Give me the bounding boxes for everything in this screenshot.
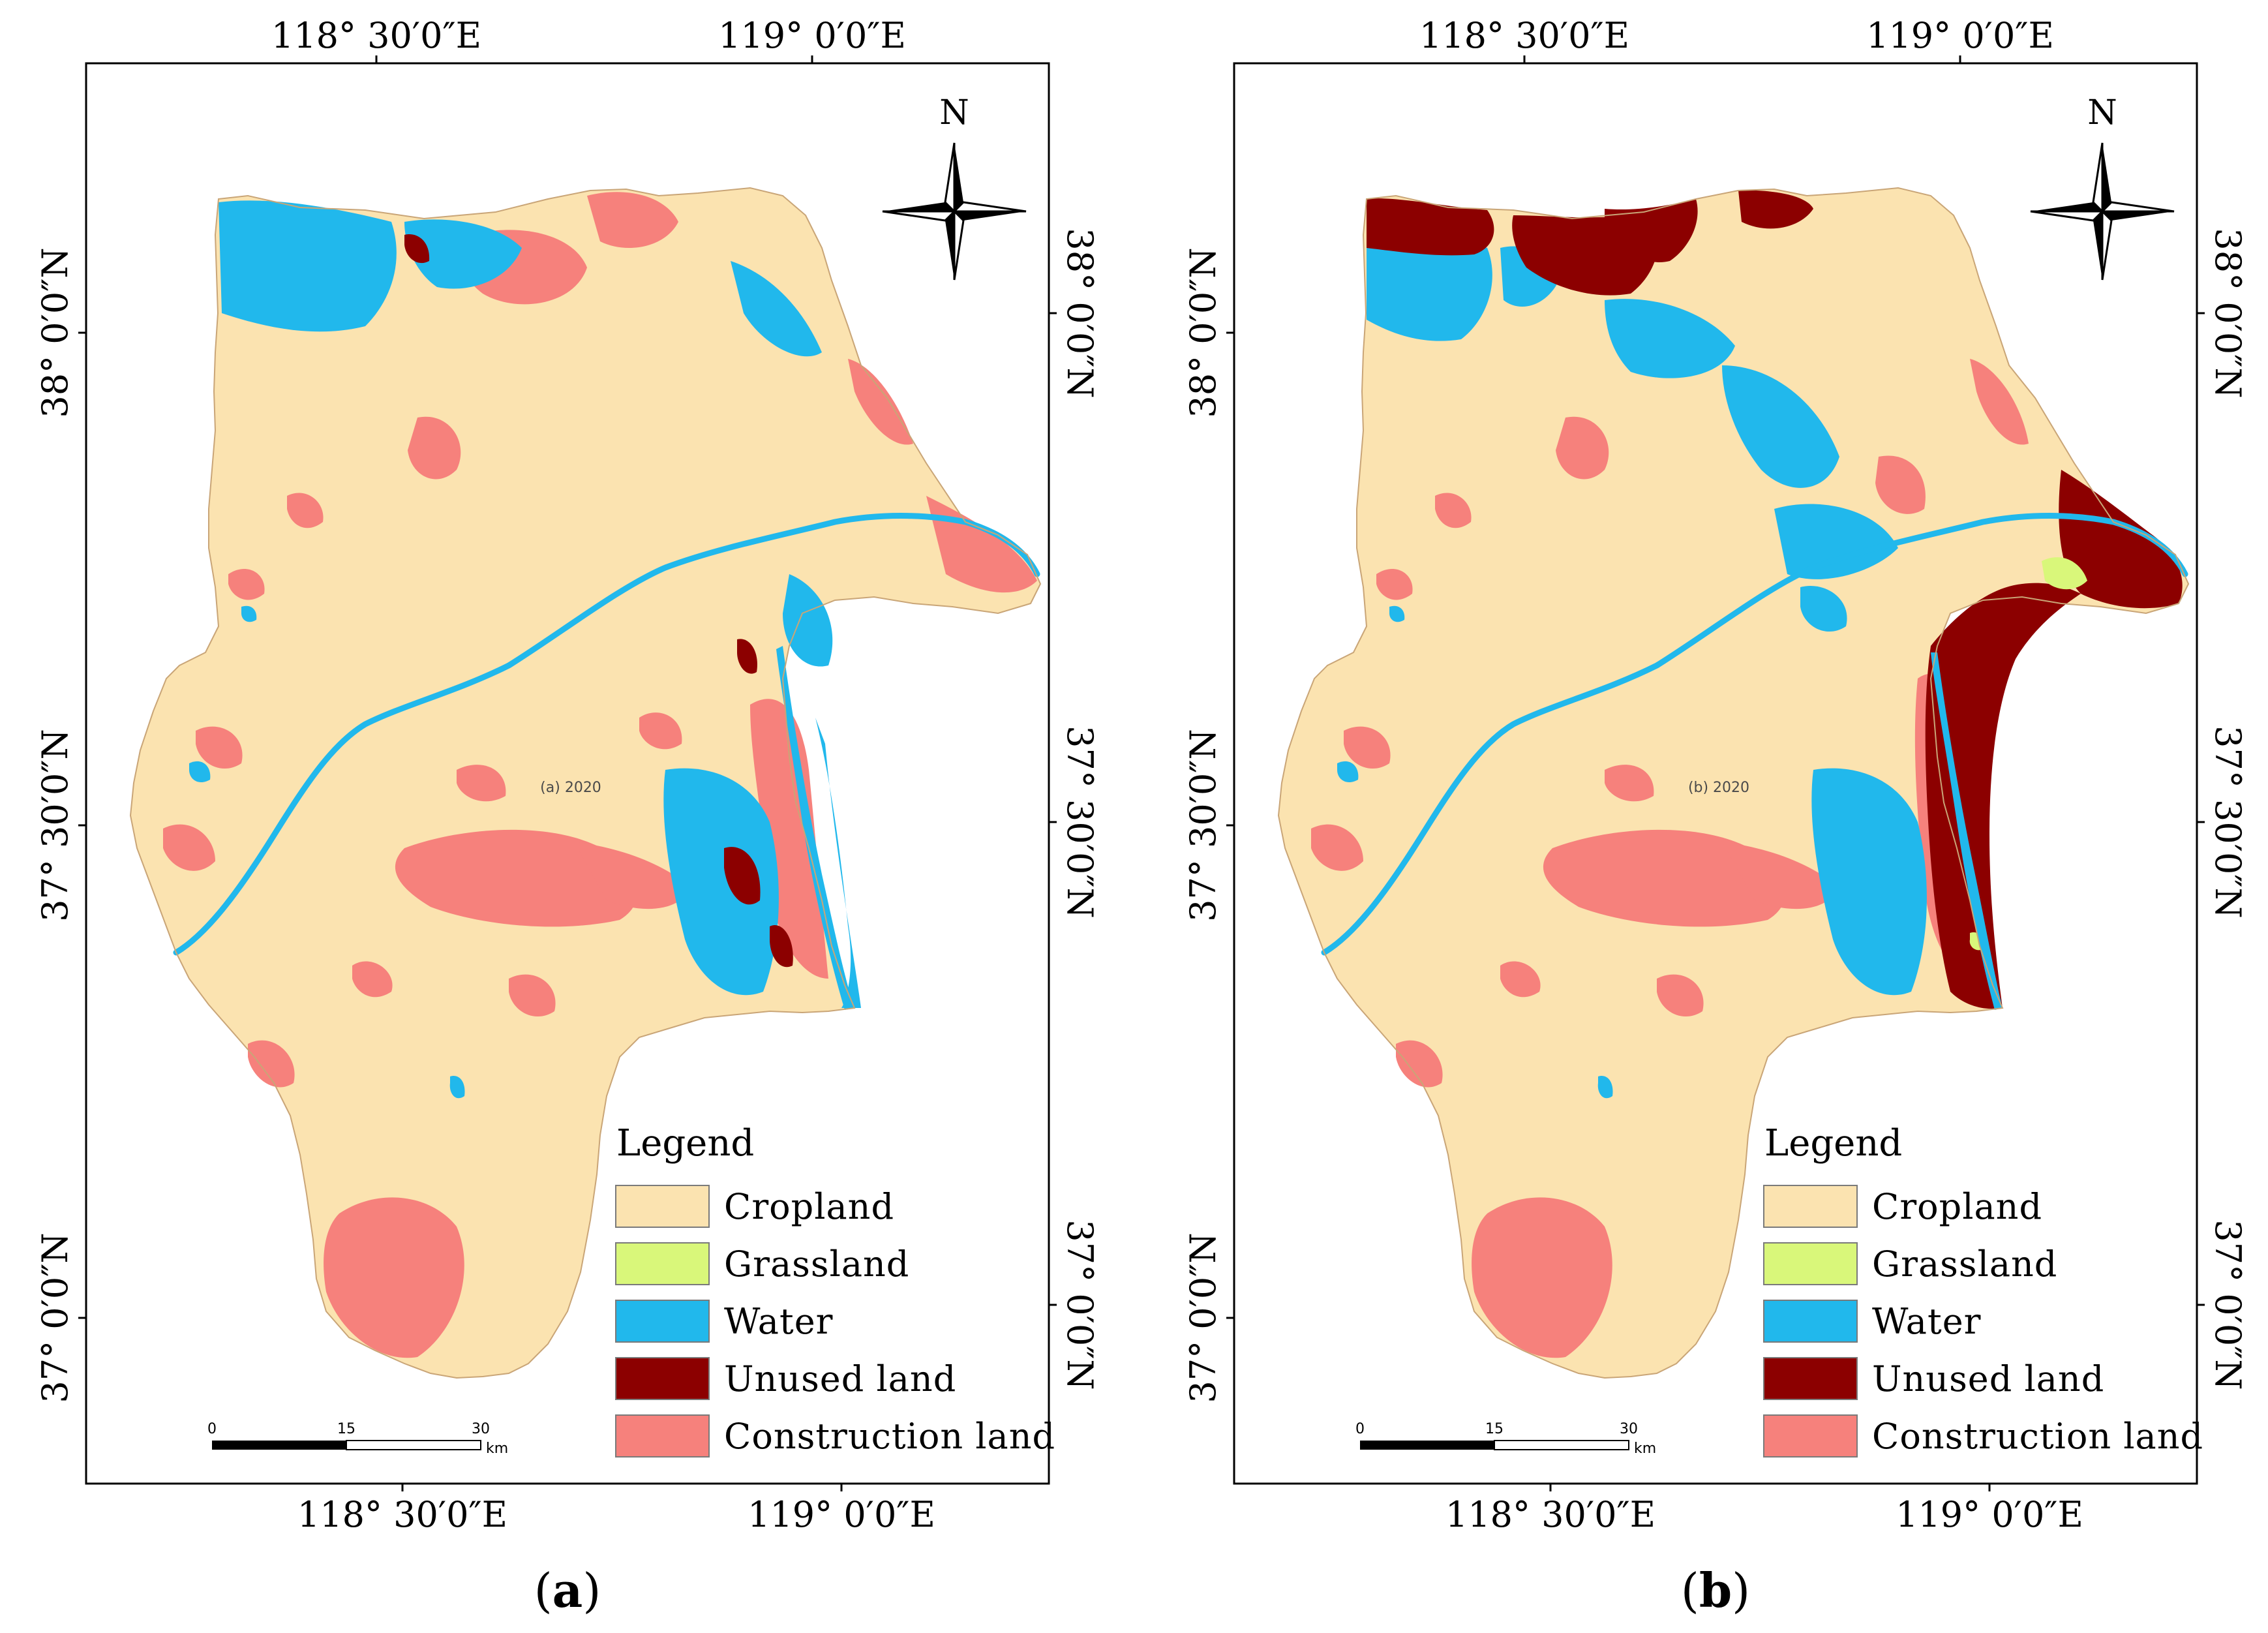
lat-label-left-2: 37° 30′0″N xyxy=(1183,729,1224,922)
legend-label: Unused land xyxy=(724,1358,957,1399)
panel-label-b: (b) xyxy=(1681,1563,1751,1618)
lon-label-bottom-2: 119° 0′0″E xyxy=(1896,1494,2083,1535)
panel-label-close: ) xyxy=(1732,1563,1751,1618)
legend-item-cropland: Cropland xyxy=(615,1183,894,1229)
scale-tick-15: 15 xyxy=(337,1421,355,1437)
legend-swatch xyxy=(615,1300,710,1343)
scale-tick-15: 15 xyxy=(1485,1421,1504,1437)
north-label: N xyxy=(939,93,969,132)
legend-item-water: Water xyxy=(1763,1298,1981,1344)
legend-label: Grassland xyxy=(1872,1243,2058,1285)
year-label: (b) 2020 xyxy=(1687,780,1750,796)
lat-label-right-2: 37° 30′0″N xyxy=(2207,725,2248,919)
lat-label-right-1: 38° 0′0″N xyxy=(2207,228,2248,399)
legend-label: Construction land xyxy=(724,1415,1056,1457)
water-patches xyxy=(189,200,861,1099)
legend-item-construction-land: Construction land xyxy=(615,1413,1055,1459)
lat-label-left-1: 38° 0′0″N xyxy=(35,247,76,418)
panel-label-close: ) xyxy=(582,1563,601,1618)
legend-swatch xyxy=(1763,1414,1858,1457)
unused-patches xyxy=(404,234,793,968)
legend-title: Legend xyxy=(1764,1122,1903,1165)
legend-label: Unused land xyxy=(1872,1358,2105,1399)
lat-label-right-3: 37° 0′0″N xyxy=(1059,1219,1100,1390)
legend-swatch xyxy=(615,1414,710,1457)
coastal-water xyxy=(1931,652,2003,1010)
lat-label-left-1: 38° 0′0″N xyxy=(1183,247,1224,418)
legend-item-unused-land: Unused land xyxy=(1763,1356,2104,1401)
scale-bar xyxy=(212,1440,481,1450)
unused-patches xyxy=(1367,190,2183,1009)
legend-label: Cropland xyxy=(1872,1185,2043,1227)
legend-swatch xyxy=(1763,1185,1858,1228)
lat-label-left-3: 37° 0′0″N xyxy=(1183,1232,1224,1403)
panel-label-a: (a) xyxy=(534,1563,601,1618)
map-a-svg xyxy=(78,55,1057,1491)
land-use-region xyxy=(130,187,1041,1379)
scale-bar xyxy=(1360,1440,1629,1450)
legend-label: Water xyxy=(724,1300,834,1342)
scale-tick-0: 0 xyxy=(207,1421,217,1437)
panel-a: 118° 30′0″E 119° 0′0″E 118° 30′0″E 119° … xyxy=(35,15,1100,1619)
legend-swatch xyxy=(1763,1242,1858,1285)
panel-label-open: ( xyxy=(534,1563,552,1618)
legend-swatch xyxy=(1763,1300,1858,1343)
river xyxy=(173,513,1040,956)
legend-label: Cropland xyxy=(724,1185,895,1227)
frame-ticks xyxy=(1226,55,2205,1491)
frame-ticks xyxy=(78,55,1057,1491)
lon-label-bottom-1: 118° 30′0″E xyxy=(297,1494,508,1535)
legend-item-grassland: Grassland xyxy=(615,1241,909,1287)
river xyxy=(1321,513,2188,956)
lon-label-top-2: 119° 0′0″E xyxy=(1866,15,2054,56)
map-b-svg xyxy=(1226,55,2205,1491)
legend-label: Grassland xyxy=(724,1243,910,1285)
lon-label-bottom-1: 118° 30′0″E xyxy=(1445,1494,1656,1535)
panel-b: 118° 30′0″E 119° 0′0″E 118° 30′0″E 119° … xyxy=(1148,0,2268,1633)
legend-item-grassland: Grassland xyxy=(1763,1241,2057,1287)
lon-label-top-1: 118° 30′0″E xyxy=(1419,15,1630,56)
lat-label-right-2: 37° 30′0″N xyxy=(1059,725,1100,919)
legend-label: Construction land xyxy=(1872,1415,2204,1457)
scale-tick-0: 0 xyxy=(1355,1421,1365,1437)
legend-item-water: Water xyxy=(615,1298,833,1344)
lon-label-top-2: 119° 0′0″E xyxy=(718,15,906,56)
land-use-region xyxy=(1278,187,2189,1379)
legend-item-cropland: Cropland xyxy=(1763,1183,2042,1229)
legend-swatch xyxy=(615,1242,710,1285)
panel-label-letter: b xyxy=(1699,1563,1732,1618)
year-label: (a) 2020 xyxy=(540,780,601,796)
legend-item-unused-land: Unused land xyxy=(615,1356,956,1401)
lat-label-right-1: 38° 0′0″N xyxy=(1059,228,1100,399)
lat-label-right-3: 37° 0′0″N xyxy=(2207,1219,2248,1390)
construction-patches xyxy=(163,192,1037,1358)
legend-swatch xyxy=(615,1357,710,1400)
legend-item-construction-land: Construction land xyxy=(1763,1413,2203,1459)
lat-label-left-2: 37° 30′0″N xyxy=(35,729,76,922)
legend-title: Legend xyxy=(616,1122,755,1165)
panel-label-open: ( xyxy=(1680,1563,1699,1618)
lat-label-left-3: 37° 0′0″N xyxy=(35,1232,76,1403)
scale-tick-30: 30 xyxy=(472,1421,490,1437)
legend-label: Water xyxy=(1872,1300,1982,1342)
scale-unit: km xyxy=(1634,1441,1657,1457)
legend-swatch xyxy=(615,1185,710,1228)
north-label: N xyxy=(2087,93,2117,132)
lon-label-bottom-2: 119° 0′0″E xyxy=(748,1494,935,1535)
legend-swatch xyxy=(1763,1357,1858,1400)
lon-label-top-1: 118° 30′0″E xyxy=(271,15,482,56)
scale-unit: km xyxy=(486,1441,509,1457)
panel-label-letter: a xyxy=(552,1563,583,1618)
coastal-water xyxy=(776,646,854,1010)
scale-tick-30: 30 xyxy=(1620,1421,1638,1437)
